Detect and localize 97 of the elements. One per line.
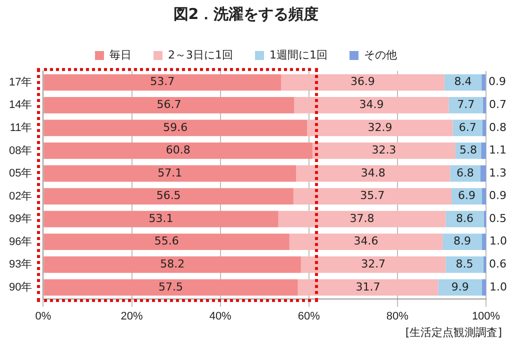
chart-title: 図2．洗濯をする頻度 <box>173 4 319 23</box>
data-label: 53.1 <box>148 212 174 225</box>
data-label: 53.7 <box>150 75 175 88</box>
y-tick-label: 17年 <box>8 76 32 88</box>
data-label: 8.6 <box>456 212 474 225</box>
data-label: 1.0 <box>489 280 507 294</box>
data-label: 59.6 <box>163 120 188 134</box>
bar <box>482 74 486 91</box>
bar <box>481 142 486 159</box>
bar <box>446 210 484 228</box>
legend-label: 1週間に1回 <box>270 48 328 62</box>
data-label: 56.7 <box>156 98 182 112</box>
x-tick-label: 60% <box>298 310 320 322</box>
data-label: 36.9 <box>350 75 375 88</box>
bar <box>480 165 486 182</box>
data-label: 1.1 <box>489 144 506 157</box>
bar <box>44 165 296 182</box>
bar <box>44 234 290 250</box>
data-label: 7.7 <box>457 98 475 112</box>
bar <box>300 256 446 273</box>
bar <box>307 120 453 136</box>
bar <box>446 256 484 273</box>
bar <box>482 279 486 296</box>
y-tick-label: 11年 <box>10 122 32 134</box>
data-label: 0.9 <box>488 75 506 88</box>
data-label: 34.9 <box>359 98 384 112</box>
bar <box>281 74 444 91</box>
y-tick-label: 14年 <box>8 99 32 112</box>
bar <box>482 120 486 136</box>
bar <box>312 142 456 159</box>
data-label: 58.2 <box>160 257 185 270</box>
data-label: 37.8 <box>350 212 374 225</box>
bar <box>442 234 482 250</box>
legend-label: 毎日 <box>110 48 132 62</box>
data-label: 0.9 <box>489 189 506 202</box>
bar <box>44 142 312 159</box>
bar <box>294 96 449 114</box>
data-label: 35.7 <box>360 189 385 202</box>
bar <box>296 165 450 182</box>
data-label: 6.7 <box>458 120 476 134</box>
data-label: 34.6 <box>354 234 378 248</box>
x-tick-label: 100% <box>472 310 500 322</box>
x-tick-label: 0% <box>35 310 52 322</box>
data-label: 1.3 <box>489 166 506 180</box>
data-label: 32.9 <box>368 120 392 134</box>
data-label: 0.8 <box>489 120 506 134</box>
y-tick-label: 96年 <box>8 236 32 248</box>
data-label: 32.7 <box>361 257 386 270</box>
data-label: 57.1 <box>158 166 182 180</box>
bar <box>278 210 446 228</box>
bar <box>44 188 294 204</box>
y-tick-label: 08年 <box>8 144 32 157</box>
data-label: 6.9 <box>458 189 476 202</box>
x-tick-label: 40% <box>209 310 232 322</box>
bar <box>44 210 278 228</box>
data-label: 6.8 <box>456 166 474 180</box>
bar <box>289 234 443 250</box>
bar <box>44 256 301 273</box>
bar <box>448 96 483 114</box>
data-label: 8.4 <box>454 75 472 88</box>
bar <box>438 279 482 296</box>
y-tick-label: 05年 <box>8 168 32 180</box>
legend-label: その他 <box>364 48 397 62</box>
data-label: 55.6 <box>154 234 179 248</box>
bar <box>293 188 452 204</box>
x-tick-label: 20% <box>120 310 144 322</box>
legend-label: 2～3日に1回 <box>168 48 234 62</box>
data-label: 34.8 <box>360 166 386 180</box>
y-tick-label: 90年 <box>8 281 32 294</box>
x-tick-label: 80% <box>386 310 409 322</box>
data-label: 1.0 <box>489 234 507 248</box>
data-label: 9.9 <box>451 280 469 294</box>
y-tick-label: 99年 <box>8 213 32 226</box>
y-tick-label: 93年 <box>8 258 32 271</box>
data-label: 0.5 <box>489 212 506 225</box>
bar <box>482 96 486 114</box>
bar <box>44 74 281 91</box>
data-label: 5.8 <box>460 144 478 157</box>
data-label: 60.8 <box>166 144 190 157</box>
data-label: 8.9 <box>454 234 472 248</box>
data-label: 0.7 <box>489 98 506 112</box>
data-label: 31.7 <box>356 280 380 294</box>
bar <box>444 74 482 91</box>
bar <box>483 256 486 273</box>
data-label: 8.5 <box>456 257 474 270</box>
bar <box>44 96 294 114</box>
data-label: 56.5 <box>156 189 181 202</box>
bar <box>298 279 438 296</box>
text: [生活定点観測調査] <box>405 325 502 340</box>
data-label: 0.6 <box>489 257 506 270</box>
bar <box>482 188 486 204</box>
bar <box>482 234 486 250</box>
y-tick-label: 02年 <box>8 190 32 202</box>
bar <box>44 120 308 136</box>
data-label: 57.5 <box>158 280 184 294</box>
bar <box>44 279 298 296</box>
data-label: 32.3 <box>372 144 396 157</box>
